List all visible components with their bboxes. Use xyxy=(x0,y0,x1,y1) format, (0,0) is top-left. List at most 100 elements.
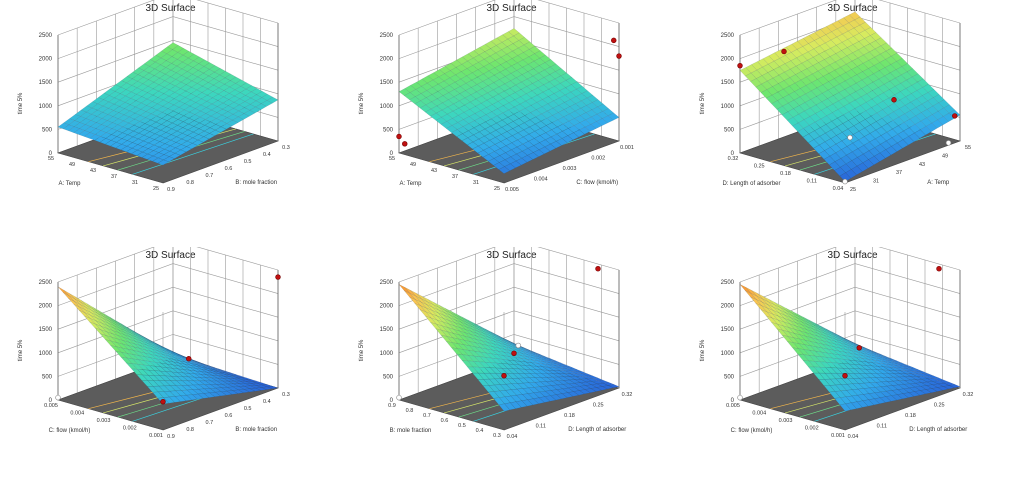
surface-cell xyxy=(821,107,833,116)
right-tick-label: 25 xyxy=(850,187,856,193)
surface-cell xyxy=(177,48,190,56)
surface-cell xyxy=(503,352,516,358)
design-point xyxy=(842,373,848,379)
surface-cell xyxy=(161,359,174,366)
surface-cell xyxy=(91,310,103,319)
left-axis: 0.3 0.4 0.5 0.6 0.7 0.8 0.9 B: mole fraction xyxy=(388,403,501,439)
surface-cell xyxy=(823,155,836,166)
surface-cell xyxy=(521,399,534,407)
surface-cell xyxy=(467,141,479,150)
left-tick-label: 0.001 xyxy=(149,433,163,439)
surface-cell xyxy=(228,89,241,97)
surface-cell xyxy=(921,100,934,110)
design-point xyxy=(737,62,743,69)
surface-cell xyxy=(517,52,530,61)
surface-cell xyxy=(432,307,444,316)
surface-cell xyxy=(781,111,794,121)
surface-cell xyxy=(244,383,257,386)
z-tick-label: 2000 xyxy=(380,304,394,310)
surface-cell xyxy=(484,329,496,336)
surface-cell xyxy=(230,76,242,84)
surface-cell xyxy=(781,334,794,343)
surface-cell xyxy=(527,352,539,358)
surface-cell xyxy=(196,86,209,93)
surface-cell xyxy=(510,388,523,396)
surface-cell xyxy=(567,391,580,397)
surface-cell xyxy=(874,152,886,162)
surface-cell xyxy=(810,341,823,349)
surface-cell xyxy=(521,155,534,163)
right-tick-label: 0.04 xyxy=(507,434,518,440)
surface-cell xyxy=(183,105,196,113)
surface-cell xyxy=(527,354,539,359)
surface-cell xyxy=(185,361,197,367)
surface-cell xyxy=(874,386,887,393)
right-tick-label: 0.25 xyxy=(934,403,945,409)
surface-cell xyxy=(511,383,524,390)
surface-cell xyxy=(751,61,763,71)
surface-cell xyxy=(797,128,810,138)
surface-cell xyxy=(170,380,183,386)
surface-cell xyxy=(115,350,128,359)
right-tick-label: 0.32 xyxy=(963,392,974,398)
design-point xyxy=(945,140,952,146)
surface-cell xyxy=(858,377,871,384)
surface-cell xyxy=(910,98,923,108)
surface-cell xyxy=(739,67,752,77)
surface-cell xyxy=(492,346,504,353)
surface-cell xyxy=(830,143,842,154)
plot-title: 3D Surface xyxy=(145,250,196,261)
surface-cell xyxy=(127,125,140,132)
z-axis-label: time 5% xyxy=(18,339,24,361)
surface-cell xyxy=(207,85,220,92)
surface-cell xyxy=(433,302,445,311)
right-tick-label: 0.7 xyxy=(206,420,214,426)
surface-cell xyxy=(234,376,247,380)
surface-cell xyxy=(461,137,474,146)
surface-cell xyxy=(562,387,574,393)
surface-cell xyxy=(150,115,163,123)
design-point xyxy=(402,141,408,147)
design-point xyxy=(936,266,942,272)
surface-cell xyxy=(227,102,240,109)
wall-gridline xyxy=(398,247,620,283)
right-tick-label: 0.4 xyxy=(263,399,271,405)
design-point xyxy=(781,48,787,55)
surface-cell xyxy=(113,325,125,333)
surface-cell xyxy=(123,334,136,342)
surface-cell xyxy=(504,163,516,171)
surface-cell xyxy=(766,95,778,104)
design-point xyxy=(842,178,848,185)
surface-cell xyxy=(500,145,512,153)
design-point xyxy=(891,97,897,103)
response-surface xyxy=(57,286,279,405)
right-tick-label: 0.3 xyxy=(282,392,290,398)
surface-cell xyxy=(192,128,205,135)
design-points xyxy=(396,37,622,147)
surface-cell xyxy=(773,304,786,313)
surface-cell xyxy=(229,83,242,90)
left-tick-label: 0.005 xyxy=(44,403,58,409)
surface-cell xyxy=(496,334,508,341)
surface-cell xyxy=(806,329,818,337)
surface-cell xyxy=(887,376,900,382)
surface-cell xyxy=(184,366,196,372)
surface-cell xyxy=(441,329,453,338)
surface-cell xyxy=(785,308,798,316)
surface-cell xyxy=(173,359,185,365)
z-tick-label: 0 xyxy=(49,398,53,404)
surface-cell xyxy=(139,111,152,118)
surface-cell xyxy=(515,354,527,360)
surface-cell xyxy=(867,356,879,361)
surface-cell xyxy=(774,302,786,311)
surface-cell xyxy=(142,337,154,345)
surface-cell xyxy=(512,132,524,141)
z-axis: 0 500 1000 1500 2000 2500 time 5% xyxy=(359,280,394,404)
surface-cell xyxy=(138,351,151,358)
surface-cell xyxy=(901,63,914,72)
surface-cell xyxy=(440,121,453,129)
surface-cell xyxy=(106,116,119,123)
design-point xyxy=(856,345,862,351)
surface-cell xyxy=(226,386,239,391)
